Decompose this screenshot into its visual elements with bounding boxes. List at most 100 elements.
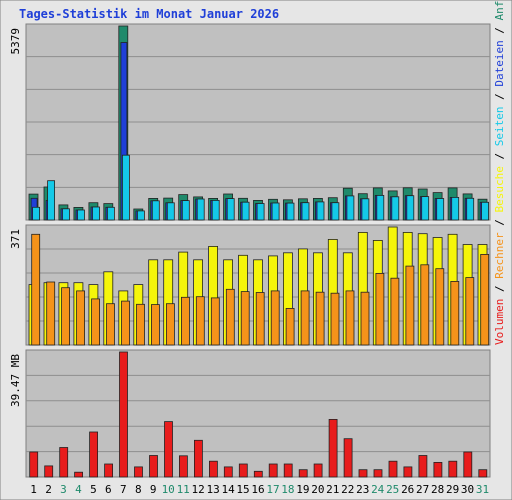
bar-seiten-day-18 [286, 202, 295, 221]
bar-rechner-day-18 [285, 307, 295, 346]
bar-seiten-day-31 [481, 201, 490, 221]
bar-volumen-day-16 [253, 470, 263, 478]
bar-rechner-day-23 [360, 291, 370, 346]
x-tick-label: 21 [326, 483, 339, 496]
bar-seiten-day-21 [331, 202, 340, 221]
legend-separator: / [493, 146, 506, 166]
bar-volumen-day-7 [119, 351, 128, 478]
bar-seiten-day-15 [241, 201, 250, 221]
bar-rechner-day-16 [255, 292, 265, 346]
x-tick-label: 25 [386, 483, 399, 496]
x-tick-label: 12 [191, 483, 204, 496]
chart-title: Tages-Statistik im Monat Januar 2026 [19, 7, 279, 21]
bar-rechner-day-25 [390, 277, 400, 346]
series-rechner [31, 233, 490, 346]
bar-seiten-day-30 [466, 197, 475, 221]
bar-volumen-day-6 [104, 463, 113, 478]
bar-volumen-day-29 [448, 460, 458, 478]
bar-volumen-day-17 [268, 463, 278, 478]
bar-volumen-day-4 [74, 471, 83, 478]
bar-volumen-day-15 [238, 463, 248, 478]
x-tick-label: 18 [281, 483, 294, 496]
bar-volumen-day-9 [149, 455, 158, 478]
bar-volumen-day-3 [59, 447, 69, 478]
bar-seiten-day-7 [122, 154, 130, 221]
legend-label-dateien: Dateien [493, 40, 506, 86]
series-seiten [32, 154, 490, 221]
x-tick-label: 22 [341, 483, 354, 496]
x-tick-label: 9 [150, 483, 157, 496]
x-tick-label: 14 [221, 483, 235, 496]
panel-hits: 5379 [9, 23, 491, 221]
x-tick-label: 20 [311, 483, 324, 496]
x-tick-label: 27 [416, 483, 429, 496]
bar-rechner-day-17 [270, 290, 280, 346]
bar-volumen-day-30 [463, 451, 473, 478]
bar-volumen-day-20 [313, 463, 323, 478]
bar-volumen-day-26 [403, 466, 413, 478]
bar-rechner-day-28 [435, 268, 445, 346]
legend-label-volumen: Volumen [493, 299, 506, 345]
right-legend-vertical: Volumen / Rechner / Besuche / Seiten / D… [493, 0, 506, 345]
x-tick-label: 24 [371, 483, 385, 496]
x-tick-label: 13 [206, 483, 219, 496]
bar-seiten-day-2 [47, 180, 55, 221]
bar-rechner-day-3 [61, 287, 70, 346]
bar-rechner-day-8 [136, 303, 145, 346]
chart-panels: 5379 371 39.47 MB [9, 23, 491, 478]
bar-volumen-day-22 [343, 438, 353, 478]
bar-rechner-day-7 [121, 300, 130, 346]
plot-area-volume [25, 349, 491, 478]
bar-volumen-day-31 [478, 469, 488, 478]
bar-volumen-day-14 [223, 466, 233, 478]
bar-seiten-day-29 [451, 196, 460, 221]
legend-label-besuche: Besuche [493, 166, 506, 212]
x-tick-label: 11 [177, 483, 190, 496]
bar-seiten-day-3 [62, 208, 70, 221]
bar-volumen-day-21 [328, 418, 338, 478]
bar-seiten-day-26 [406, 195, 415, 221]
bar-seiten-day-12 [196, 198, 205, 221]
bar-rechner-day-1 [31, 233, 41, 346]
bar-seiten-day-23 [361, 198, 370, 221]
panel-volume: 39.47 MB [9, 349, 491, 478]
bar-rechner-day-2 [46, 281, 56, 346]
bar-rechner-day-13 [210, 297, 220, 346]
legend-separator: / [493, 279, 506, 299]
bar-seiten-day-6 [107, 206, 115, 221]
bar-seiten-day-5 [92, 206, 100, 221]
bar-rechner-day-10 [165, 303, 175, 346]
bar-volumen-day-27 [418, 455, 428, 478]
bar-volumen-day-2 [44, 465, 54, 478]
bar-rechner-day-5 [91, 298, 100, 346]
bar-volumen-day-1 [29, 451, 39, 478]
bar-rechner-day-26 [405, 265, 415, 346]
x-tick-label: 23 [356, 483, 369, 496]
bar-volumen-day-8 [134, 466, 143, 478]
x-tick-label: 1 [30, 483, 37, 496]
x-tick-label: 3 [60, 483, 67, 496]
bar-volumen-day-18 [283, 463, 293, 478]
y-max-label-volume: 39.47 MB [9, 354, 22, 407]
x-axis-day-labels: 1 2 3 4 5 6 7 8 9 10 11 12 13 14 15 16 17 18 19 20 21 22 23 24 2… [30, 483, 489, 496]
bar-volumen-day-13 [208, 460, 218, 478]
bar-seiten-day-25 [391, 196, 400, 221]
x-tick-label: 26 [401, 483, 414, 496]
x-tick-label: 17 [266, 483, 279, 496]
x-tick-label: 5 [90, 483, 97, 496]
bar-rechner-day-24 [375, 272, 385, 346]
bar-volumen-day-5 [89, 431, 98, 478]
x-tick-label: 28 [431, 483, 444, 496]
bar-rechner-day-21 [330, 292, 340, 346]
bar-seiten-day-16 [256, 203, 265, 221]
bar-seiten-day-11 [181, 200, 190, 221]
bar-rechner-day-30 [465, 277, 475, 346]
bar-rechner-day-27 [420, 264, 430, 346]
bar-seiten-day-10 [166, 202, 175, 221]
series-volumen [29, 351, 488, 478]
legend-separator: / [493, 20, 506, 40]
legend-label-anfragen: Anfragen [493, 0, 506, 20]
bar-seiten-day-8 [136, 210, 145, 221]
bar-volumen-day-11 [178, 455, 188, 478]
bar-seiten-day-24 [376, 194, 385, 221]
